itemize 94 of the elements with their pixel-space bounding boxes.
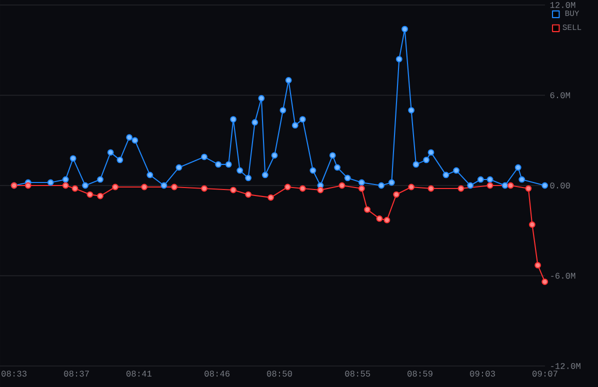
point <box>402 26 408 32</box>
point <box>477 176 484 183</box>
point <box>453 167 460 174</box>
point <box>534 262 541 268</box>
point <box>141 184 148 190</box>
point <box>268 194 274 201</box>
point <box>258 95 265 102</box>
point <box>225 161 232 168</box>
point <box>310 167 316 174</box>
point <box>428 149 434 156</box>
x-tick-label: 08:59 <box>408 370 432 377</box>
point <box>442 172 450 178</box>
point <box>97 176 104 183</box>
legend-label: SELL <box>562 24 582 30</box>
point <box>215 161 222 168</box>
point <box>299 185 306 192</box>
point <box>97 192 104 200</box>
legend-label: BUY <box>565 10 580 16</box>
point <box>458 185 464 192</box>
point <box>334 164 340 171</box>
point <box>82 182 88 189</box>
x-tick-label: 08:33 <box>2 370 26 377</box>
point <box>62 176 69 183</box>
point <box>358 185 365 192</box>
x-tick-label: 08:37 <box>64 370 89 377</box>
point <box>86 191 94 198</box>
point <box>486 176 494 183</box>
x-tick-label: 08:46 <box>204 370 230 377</box>
point <box>72 185 78 192</box>
point <box>364 206 370 213</box>
point <box>236 167 244 174</box>
point <box>252 119 258 126</box>
point <box>528 221 536 228</box>
point <box>408 184 415 190</box>
point <box>245 191 252 198</box>
x-tick-label: 08:55 <box>345 370 370 377</box>
point <box>230 186 236 194</box>
point <box>507 182 514 189</box>
point <box>518 176 526 183</box>
point <box>47 179 54 186</box>
point <box>317 186 324 194</box>
point <box>423 156 430 164</box>
point <box>230 116 236 123</box>
point <box>502 182 508 189</box>
point <box>542 182 548 189</box>
point <box>262 172 268 178</box>
point <box>160 182 168 189</box>
x-tick-label: 09:03 <box>470 370 495 377</box>
point <box>329 152 336 159</box>
point <box>126 134 132 141</box>
point <box>171 184 178 190</box>
point <box>344 174 351 182</box>
point <box>132 137 138 144</box>
y-tick-label: 12.0M <box>550 2 576 8</box>
point <box>107 149 114 156</box>
point <box>486 182 494 189</box>
point <box>292 122 298 129</box>
y-tick-label: 0.00 <box>550 182 570 188</box>
point <box>201 185 208 192</box>
y-tick-label: 6.0M <box>550 92 570 98</box>
y-tick-label: -6.0M <box>551 272 576 279</box>
point <box>146 172 154 178</box>
point <box>24 182 32 189</box>
point <box>428 185 434 192</box>
x-tick-label: 09:07 <box>532 370 558 377</box>
point <box>393 191 400 198</box>
y-tick-label: -12.0M <box>551 363 580 369</box>
point <box>514 164 522 171</box>
x-tick-label: 08:41 <box>126 370 152 377</box>
point <box>384 216 390 224</box>
point <box>378 182 385 189</box>
point <box>245 174 252 182</box>
point <box>271 152 278 159</box>
point <box>112 184 118 190</box>
point <box>201 154 208 160</box>
point <box>396 56 402 62</box>
point <box>408 107 415 114</box>
point <box>70 155 76 162</box>
point <box>62 182 69 189</box>
point <box>116 156 124 164</box>
point <box>176 164 182 171</box>
point <box>338 182 346 189</box>
point <box>285 77 292 84</box>
point <box>358 179 365 186</box>
point <box>388 179 395 186</box>
point <box>412 161 420 168</box>
point <box>376 215 383 222</box>
point <box>467 182 474 189</box>
x-tick-label: 08:50 <box>267 370 292 377</box>
point <box>525 185 532 192</box>
point <box>280 107 286 114</box>
point <box>299 116 306 123</box>
point <box>284 184 291 190</box>
point <box>542 278 548 285</box>
